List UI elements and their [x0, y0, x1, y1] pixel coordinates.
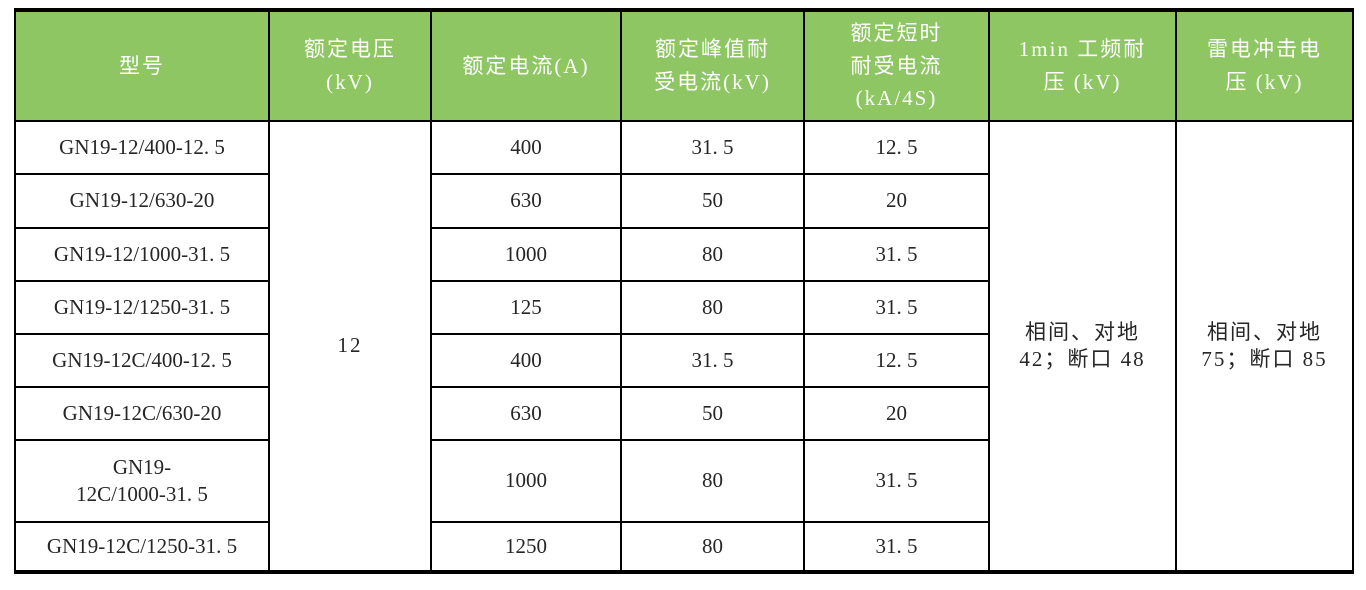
table-row: GN19- 12C/1000-31. 5 1000 80 31. 5 — [14, 439, 1353, 523]
table-header-row: 型号 额定电压 (kV) 额定电流(A) 额定峰值耐 受电流(kV) 额定短时 … — [14, 9, 1354, 122]
model-cell: GN19-12C/630-20 — [14, 386, 270, 441]
table-row: GN19-12/400-12. 5 12 400 31. 5 12. 5 相间、… — [14, 120, 1354, 573]
model-cell: GN19- 12C/1000-31. 5 — [14, 439, 270, 523]
short-time-current-cell: 12. 5 — [803, 120, 990, 175]
peak-current-cell: 31. 5 — [620, 120, 805, 175]
rated-current-cell: 1250 — [430, 521, 622, 573]
short-time-current-cell: 31. 5 — [803, 439, 990, 523]
peak-current-cell: 50 — [620, 173, 805, 229]
peak-current-cell: 80 — [620, 521, 805, 573]
table-row: GN19-12/630-20 630 50 20 — [14, 173, 1353, 229]
model-cell: GN19-12/1000-31. 5 — [14, 227, 270, 282]
peak-current-cell: 80 — [620, 280, 805, 335]
rated-current-cell: 125 — [430, 280, 622, 335]
model-cell: GN19-12/630-20 — [14, 173, 270, 229]
header-rated-current: 额定电流(A) — [430, 9, 622, 122]
table-row: GN19-12/1250-31. 5 125 80 31. 5 — [14, 280, 1353, 335]
peak-current-cell: 31. 5 — [620, 333, 805, 388]
short-time-current-cell: 31. 5 — [803, 280, 990, 335]
spec-table: 型号 额定电压 (kV) 额定电流(A) 额定峰值耐 受电流(kV) 额定短时 … — [14, 8, 1354, 574]
rated-current-cell: 1000 — [430, 439, 622, 523]
peak-current-cell: 50 — [620, 386, 805, 441]
header-model: 型号 — [14, 9, 270, 122]
header-lightning-impulse-voltage: 雷电冲击电 压 (kV) — [1175, 9, 1354, 122]
merged-rated-voltage-cell: 12 — [268, 120, 432, 573]
rated-current-cell: 630 — [430, 173, 622, 229]
header-short-time-withstand-current: 额定短时 耐受电流 (kA/4S) — [803, 9, 990, 122]
short-time-current-cell: 12. 5 — [803, 333, 990, 388]
rated-current-cell: 400 — [430, 333, 622, 388]
merged-lightning-impulse-cell: 相间、对地 75；断口 85 — [1175, 120, 1354, 573]
rated-current-cell: 630 — [430, 386, 622, 441]
model-cell: GN19-12C/400-12. 5 — [14, 333, 270, 388]
short-time-current-cell: 31. 5 — [803, 521, 990, 573]
header-rated-voltage: 额定电压 (kV) — [268, 9, 432, 122]
peak-current-cell: 80 — [620, 439, 805, 523]
short-time-current-cell: 31. 5 — [803, 227, 990, 282]
table-row: GN19-12C/630-20 630 50 20 — [14, 386, 1353, 441]
rated-current-cell: 400 — [430, 120, 622, 175]
model-cell: GN19-12/400-12. 5 — [14, 120, 270, 175]
rated-current-cell: 1000 — [430, 227, 622, 282]
header-peak-withstand-current: 额定峰值耐 受电流(kV) — [620, 9, 805, 122]
peak-current-cell: 80 — [620, 227, 805, 282]
table-row: GN19-12C/1250-31. 5 1250 80 31. 5 — [14, 521, 1353, 573]
table-row: GN19-12/1000-31. 5 1000 80 31. 5 — [14, 227, 1353, 282]
header-power-freq-withstand-voltage: 1min 工频耐 压 (kV) — [988, 9, 1177, 122]
merged-power-freq-cell: 相间、对地 42；断口 48 — [988, 120, 1177, 573]
model-cell: GN19-12/1250-31. 5 — [14, 280, 270, 335]
short-time-current-cell: 20 — [803, 386, 990, 441]
model-cell: GN19-12C/1250-31. 5 — [14, 521, 270, 573]
table-row: GN19-12C/400-12. 5 400 31. 5 12. 5 — [14, 333, 1353, 388]
short-time-current-cell: 20 — [803, 173, 990, 229]
